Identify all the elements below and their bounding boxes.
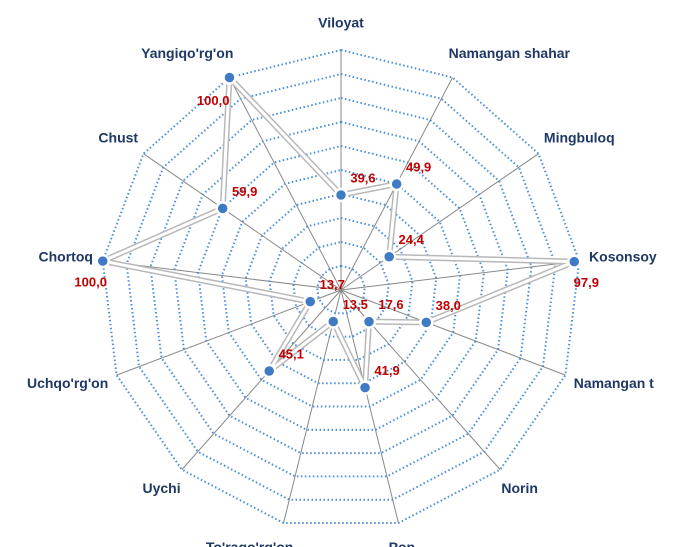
- spoke: [181, 289, 342, 470]
- category-label: Namangan t: [574, 375, 654, 391]
- category-label: Uychi: [142, 480, 180, 496]
- category-label: Namangan shahar: [449, 45, 571, 61]
- category-label: Viloyat: [318, 15, 364, 31]
- value-label: 24,4: [399, 232, 425, 247]
- marker: [419, 315, 434, 330]
- value-label: 45,1: [279, 346, 304, 361]
- grid-ring: [316, 264, 366, 315]
- grid-ring: [220, 168, 462, 408]
- marker: [566, 254, 582, 269]
- category-label: Kosonsoy: [589, 249, 657, 265]
- marker: [95, 253, 110, 269]
- marker: [381, 249, 397, 264]
- category-label: Norin: [501, 480, 538, 496]
- category-label: Chortoq: [39, 249, 93, 265]
- grid-ring: [197, 144, 485, 431]
- marker: [261, 363, 277, 379]
- marker: [389, 176, 404, 192]
- spoke: [143, 153, 342, 291]
- value-label: 38,0: [436, 298, 461, 313]
- grid-ring: [101, 48, 581, 525]
- category-label: Pop: [389, 539, 415, 547]
- marker: [333, 187, 349, 203]
- category-label: Uchqo'rg'on: [27, 375, 108, 391]
- value-label: 49,9: [406, 159, 431, 174]
- grid-ring: [268, 216, 414, 361]
- category-label: Chust: [98, 130, 138, 146]
- series-line: [101, 75, 576, 390]
- spoke: [340, 289, 566, 376]
- series-outline: [99, 74, 578, 391]
- value-label: 41,9: [374, 363, 399, 378]
- spoke: [340, 153, 539, 291]
- marker: [325, 314, 341, 329]
- marker: [303, 294, 318, 309]
- value-label: 100,0: [197, 93, 230, 108]
- marker: [357, 380, 373, 395]
- spoke: [283, 289, 342, 524]
- value-label: 97,9: [574, 275, 599, 290]
- marker: [215, 201, 230, 216]
- category-label: To'rago'rg'on: [206, 539, 294, 547]
- marker: [222, 70, 237, 85]
- category-label: Yangiqo'rg'on: [141, 45, 233, 61]
- value-label: 13,7: [320, 277, 345, 292]
- marker: [361, 314, 377, 329]
- value-label: 100,0: [74, 275, 107, 290]
- value-label: 17,6: [378, 297, 403, 312]
- grid-ring: [149, 96, 533, 478]
- value-label: 13,5: [343, 297, 368, 312]
- value-label: 39,6: [350, 170, 375, 185]
- value-label: 59,9: [232, 184, 257, 199]
- category-label: Mingbuloq: [544, 130, 615, 146]
